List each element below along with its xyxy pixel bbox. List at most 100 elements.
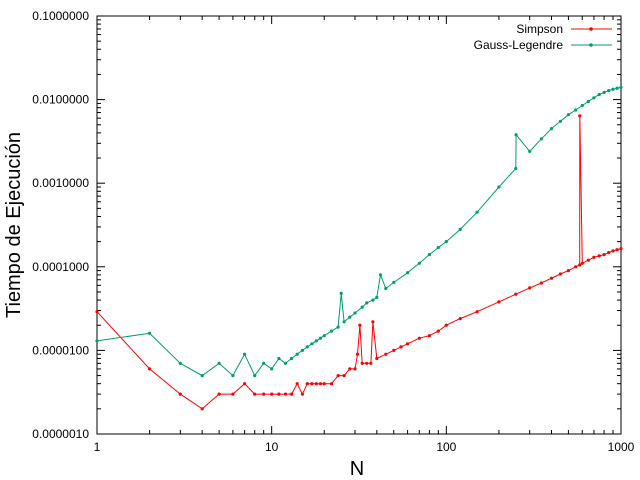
y-tick-label: 0.0010000 (32, 176, 89, 190)
simpson-data-point (360, 361, 364, 365)
simpson-data-point (277, 392, 281, 396)
gauss-legendre-data-point (384, 286, 388, 291)
simpson-data-point (253, 392, 257, 396)
y-tick-label: 0.0001000 (32, 260, 89, 274)
gauss-legendre-data-point (329, 329, 334, 333)
gauss-legendre-data-point (314, 339, 318, 343)
gauss-legendre-data-point (602, 90, 606, 94)
gauss-legendre-data-point (597, 92, 601, 97)
simpson-data-point (305, 382, 309, 386)
gauss-legendre-data-point (475, 210, 479, 214)
series-group (95, 85, 623, 411)
gauss-legendre-data-point (619, 85, 623, 89)
gauss-legendre-data-point (514, 166, 518, 171)
simpson-data-point (578, 263, 582, 267)
simpson-data-point (592, 255, 596, 259)
gauss-legendre-data-point (436, 245, 440, 250)
gauss-legendre-data-point (270, 367, 274, 371)
gauss-legendre-data-point (283, 361, 288, 365)
gauss-legendre-data-point (318, 336, 322, 340)
simpson-series-line (96, 115, 622, 410)
x-tick-label: 1000 (608, 440, 635, 454)
gauss-legendre-data-point (353, 311, 357, 315)
gauss-legendre-data-point (615, 86, 619, 90)
simpson-data-point (200, 407, 204, 411)
gauss-legendre-data-point (580, 103, 584, 108)
simpson-data-point (558, 272, 563, 276)
gauss-legendre-data-point (360, 305, 364, 309)
gauss-legendre-data-point (342, 320, 346, 324)
x-tick-label: 10 (265, 440, 279, 454)
simpson-data-point (399, 345, 403, 349)
legend: Simpson Gauss-Legendre (474, 22, 612, 52)
simpson-data-point (392, 348, 396, 352)
simpson-data-point (574, 265, 578, 269)
gauss-legendre-data-point (497, 185, 501, 189)
simpson-data-point (262, 392, 266, 396)
simpson-data-point (329, 382, 334, 386)
simpson-data-point (384, 352, 388, 356)
simpson-data-point (355, 352, 360, 356)
gauss-legendre-data-point (558, 119, 563, 123)
gauss-legendre-data-point (348, 315, 352, 319)
x-tick-label: 1 (94, 440, 101, 454)
simpson-data-point (318, 382, 322, 386)
gauss-legendre-data-point (217, 361, 221, 365)
gauss-legendre-data-point (444, 240, 448, 244)
gauss-legendre-data-point (243, 352, 247, 356)
gauss-legendre-data-point (310, 342, 314, 346)
gauss-legendre-data-point (277, 356, 281, 361)
simpson-data-point (580, 261, 584, 265)
gauss-legendre-data-point (300, 348, 304, 352)
gauss-legendre-data-point (200, 374, 204, 378)
gauss-legendre-data-point (290, 356, 294, 361)
simpson-data-point (566, 269, 571, 273)
simpson-data-point (336, 374, 340, 378)
simpson-data-point (283, 392, 288, 396)
simpson-data-point (365, 361, 369, 365)
gauss-legendre-series-line (96, 86, 622, 377)
simpson-data-point (322, 382, 326, 386)
gauss-legendre-data-point (392, 280, 396, 284)
tick-labels: 1 10 100 1000 0.0000010 0.0000100 0.0001000 0.0… (32, 9, 634, 454)
gauss-legendre-data-point (417, 261, 421, 265)
gauss-legendre-data-point (566, 113, 571, 117)
simpson-data-point (300, 392, 304, 396)
gauss-legendre-data-point (528, 149, 532, 153)
gauss-legendre-data-point (95, 339, 99, 343)
gauss-legendre-data-point (574, 108, 578, 112)
simpson-data-point (427, 334, 431, 338)
simpson-data-point (597, 254, 601, 258)
simpson-data-point (497, 300, 501, 304)
simpson-data-point (217, 392, 221, 396)
tick-marks (96, 15, 622, 435)
gauss-legendre-data-point (365, 301, 369, 305)
legend-label-gauss-legendre: Gauss-Legendre (474, 38, 564, 52)
gauss-legendre-data-point (592, 96, 596, 100)
simpson-data-point (458, 317, 462, 321)
plot-frame (96, 15, 622, 435)
gauss-legendre-data-point (339, 291, 343, 295)
gauss-legendre-data-point (295, 352, 299, 356)
simpson-data-point (95, 310, 99, 314)
gauss-legendre-data-point (148, 331, 152, 335)
legend-label-simpson: Simpson (516, 22, 563, 36)
legend-marker-simpson (589, 27, 593, 31)
simpson-data-point (310, 382, 314, 386)
simpson-data-point (342, 374, 346, 378)
simpson-data-point (611, 249, 615, 253)
simpson-data-point (475, 310, 479, 314)
y-tick-label: 0.1000000 (32, 9, 89, 23)
simpson-data-point (375, 356, 379, 361)
simpson-data-point (148, 367, 152, 371)
gauss-legendre-data-point (607, 89, 611, 93)
y-axis-title: Tiempo de Ejecución (3, 132, 25, 318)
simpson-data-point (586, 258, 590, 262)
simpson-data-point (549, 276, 554, 280)
gauss-legendre-data-point (178, 361, 182, 365)
gauss-legendre-data-point (305, 345, 309, 349)
simpson-data-point (243, 382, 247, 386)
simpson-data-point (371, 320, 375, 324)
gauss-legendre-data-point (322, 334, 326, 338)
gauss-legendre-data-point (514, 133, 518, 137)
